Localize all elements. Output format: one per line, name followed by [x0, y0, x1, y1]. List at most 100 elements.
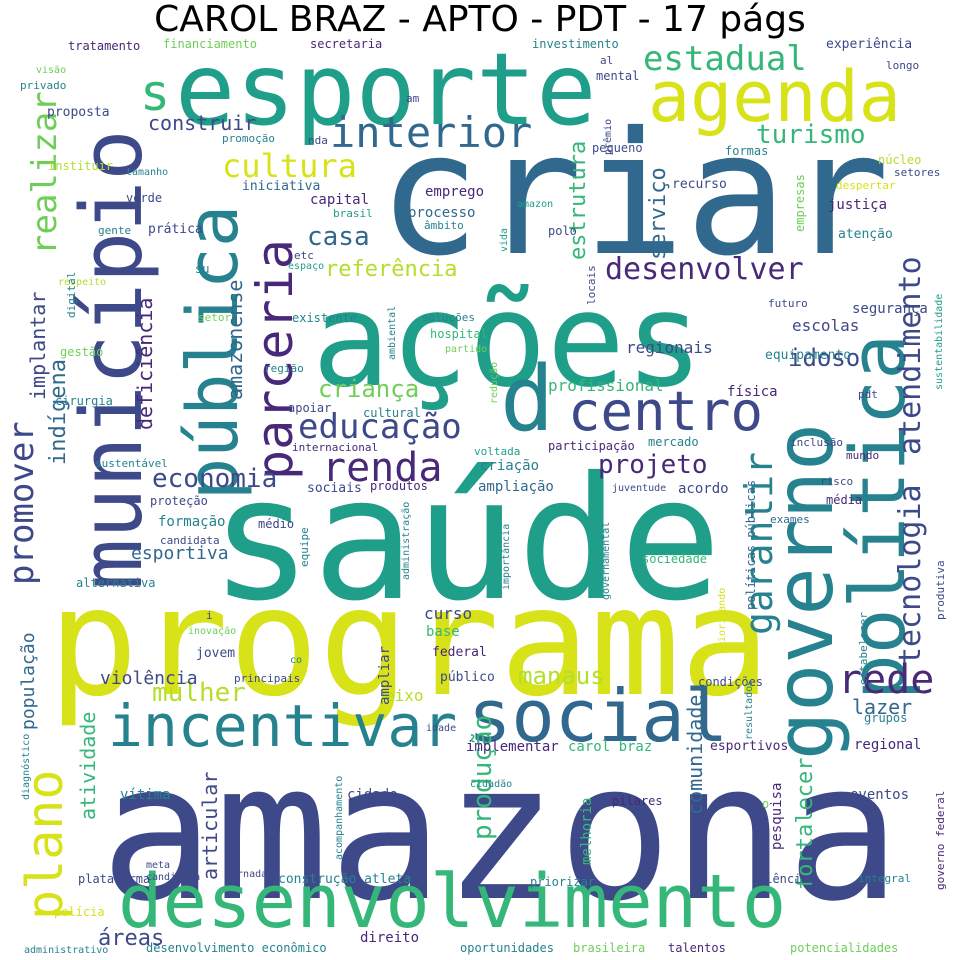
word-rede: rede	[838, 657, 935, 703]
word-diagnostico: diagnóstico	[21, 733, 32, 800]
word-principais: principais	[234, 672, 301, 685]
word-processo: processo	[408, 205, 476, 221]
word-equipamento: equipamento	[765, 348, 852, 363]
word-gestao: gestão	[60, 345, 104, 359]
word-inclusao: inclusão	[790, 436, 843, 449]
word-setor: setor	[198, 311, 232, 324]
word-indigena: indígena	[46, 359, 71, 465]
word-talentos: talentos	[668, 941, 726, 955]
word-lazer: lazer	[852, 695, 913, 719]
word-educacao: educação	[298, 407, 462, 447]
word-candidata: candidata	[160, 534, 220, 547]
word-incentivar: incentivar	[108, 692, 458, 760]
word-sociedade: sociedade	[642, 552, 708, 566]
word-producao: produção	[468, 714, 498, 840]
word-premio: prêmio	[603, 118, 614, 155]
word-pdt: pdt	[858, 388, 878, 401]
word-inovacao: inovação	[188, 626, 237, 637]
word-atencao: atenção	[838, 227, 893, 242]
word-instituir: instituir	[48, 159, 114, 173]
word-setores: setores	[894, 166, 941, 179]
word-vida: vida	[499, 227, 510, 252]
word-d: d	[500, 347, 555, 452]
word-sustentavel: sustentável	[95, 457, 168, 470]
word-comunidade: comunidade	[683, 694, 707, 815]
word-formacao: formação	[158, 514, 226, 530]
word-oportunidades: oportunidades	[460, 941, 554, 955]
word-experiencia: experiência	[826, 37, 913, 52]
word-regional: regional	[854, 737, 922, 753]
word-cidadao: cidadão	[470, 779, 513, 790]
word-exames: exames	[770, 513, 810, 526]
word-privado: privado	[20, 79, 67, 92]
word-iniciativa: iniciativa	[242, 179, 321, 194]
word-participacao: participação	[548, 439, 635, 453]
word-o: o	[762, 797, 770, 811]
word-crianca: criança	[318, 375, 420, 403]
word-cultural: cultural	[363, 406, 421, 420]
word-proposta: proposta	[47, 105, 110, 120]
word-politicas-publicas: políticas públicas	[744, 479, 758, 610]
word-jovem: jovem	[196, 646, 236, 661]
word-desenvolvimento: desenvolvimento	[118, 859, 787, 945]
word-eventos: eventos	[850, 787, 910, 803]
word-nucleo: núcleo	[878, 153, 922, 167]
word-medio: médio	[258, 517, 295, 531]
word-vitima: vítima	[120, 787, 171, 803]
word-esporte: esporte	[175, 31, 597, 148]
word-programa: programa	[48, 556, 771, 730]
word-partido: partido	[445, 344, 488, 355]
word-articular: articular	[198, 771, 222, 880]
word-idoso: idoso	[788, 344, 861, 372]
word-profissional: profissional	[548, 376, 664, 395]
word-amazona: amazona	[100, 722, 901, 943]
word-formas: formas	[725, 144, 769, 158]
word-condicoes: condições	[698, 675, 764, 689]
word-populacao: população	[18, 632, 39, 730]
word-apoiar: apoiar	[288, 401, 332, 415]
word-construir: construir	[148, 111, 257, 135]
word-pratica: prática	[148, 222, 203, 237]
word-brasileira: brasileira	[573, 941, 646, 955]
word-digital: digital	[65, 271, 78, 318]
word-social: social	[468, 674, 729, 758]
word-idade: idade	[426, 723, 457, 734]
word-amazonense: amazonense	[223, 279, 247, 400]
word-cidade: cidade	[347, 787, 398, 803]
word-manaus: manaus	[518, 662, 605, 690]
word-importancia: importância	[501, 523, 512, 590]
word-estadual: estadual	[643, 39, 807, 79]
word-investimento: investimento	[532, 37, 619, 51]
word-estrutura: estrutura	[566, 140, 591, 260]
word-justica: justiça	[828, 197, 888, 213]
word-pilares: pilares	[612, 794, 663, 808]
word-carol-braz: carol braz	[568, 739, 653, 755]
word-governo-federal: governo federal	[934, 790, 947, 890]
word-construcao-atleta: construção atleta	[278, 872, 412, 887]
word-media: média	[826, 493, 863, 507]
word-esportivos: esportivos	[710, 739, 789, 754]
word-regiao: região	[264, 362, 304, 375]
word-direito: direito	[360, 930, 420, 946]
word-eixo: eixo	[385, 686, 424, 705]
word-criar: criar	[378, 96, 890, 294]
word-estabelecer: estabelecer	[857, 612, 870, 685]
word-renda: renda	[322, 445, 443, 491]
word-al: al	[600, 54, 614, 67]
word-federal: federal	[432, 645, 487, 660]
word-referencia: referência	[325, 257, 458, 282]
word-mundo: mundo	[846, 449, 880, 462]
word-s: s	[140, 64, 171, 122]
word-priorizando: priorizando	[717, 587, 728, 654]
word-acordo: acordo	[678, 481, 729, 497]
word-atendimento: atendimento	[893, 256, 928, 455]
word-desenvolver: desenvolver	[605, 252, 804, 287]
word-economia: economia	[152, 464, 278, 494]
word-empresas: empresas	[793, 174, 807, 232]
word-ambito: âmbito	[424, 219, 464, 232]
word-co: co	[290, 655, 303, 666]
word-areas: áreas	[98, 926, 165, 951]
word-gente: gente	[98, 224, 132, 237]
word-acoes: ações	[312, 264, 704, 416]
